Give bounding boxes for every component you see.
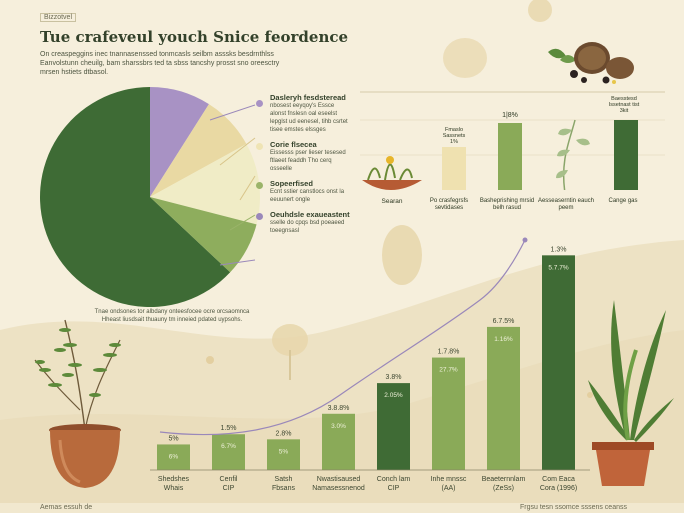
bar <box>322 413 355 470</box>
truffle-icon <box>548 42 634 84</box>
top-label-p2: Basheprishing mrsid belh rasud <box>479 198 535 211</box>
pie-note: Tnae ondsones tor albdany onteesfocee oc… <box>94 309 250 323</box>
top-callout-p4-bar: Baesstesd Issetnast tist 3kit <box>608 96 640 114</box>
bar-category-label: (AA) <box>442 485 456 492</box>
legend-item: Oeuhdsle exaueastent sselle do cpqs bsd … <box>256 210 351 235</box>
top-callout-p1-bar: Fmaslo Sassnets 1% <box>442 127 466 145</box>
footer-right: Frgsu tesn ssomce sssens ceanss <box>520 504 627 511</box>
legend-heading: Sopeerfised <box>270 179 313 188</box>
pie-slice <box>150 104 247 197</box>
legend-text: nbosest eeyqoy's Essce alonst fnslesn oa… <box>270 103 348 133</box>
pie-slice <box>150 197 257 273</box>
top-callout-p2-bar: 1|8% <box>502 112 518 119</box>
bar-category-label: (ZeSs) <box>493 485 514 492</box>
bar-inner-label: 27.7% <box>439 367 458 374</box>
bar-category-label: CIP <box>388 485 400 492</box>
top-label-p3: Aesseaserntin eauch peem <box>537 198 595 211</box>
page-title: Tue crafeveul youch Snice feordence <box>40 28 349 46</box>
bar-inner-label: 6.7% <box>221 443 236 450</box>
legend-heading: Oeuhdsle exaueastent <box>270 210 350 219</box>
trend-end-dot <box>522 237 528 243</box>
footer-strip <box>0 503 684 513</box>
bar-category-label: Namasessnenod <box>312 485 365 492</box>
bar-category-label: Cenfil <box>220 476 238 483</box>
legend-dot <box>256 213 263 220</box>
bar-category-label: Beaeternnlam <box>482 476 526 483</box>
top-label-pot: Searan <box>381 198 403 205</box>
bar-inner-label: 2.05% <box>384 392 403 399</box>
bar <box>487 326 520 470</box>
legend-item: Corie flsecea Eissesss pser lieser teses… <box>256 140 351 173</box>
bar-top-label: 3.8.8% <box>328 405 350 412</box>
bar-top-label: 6.7.5% <box>493 318 515 325</box>
bar <box>432 357 465 470</box>
bar <box>542 255 575 470</box>
bar-category-label: Fbsans <box>272 485 295 492</box>
legend-text: sselle do cpqs bsd poeaeed toeegnsasl <box>270 220 345 234</box>
top-bar <box>498 123 522 190</box>
plant-icon <box>556 119 590 190</box>
top-bar <box>442 147 466 190</box>
pie-chart <box>39 87 260 307</box>
bar-category-label: Shedshes <box>158 476 190 483</box>
bar <box>377 383 410 470</box>
top-bar <box>614 120 638 190</box>
bar-category-label: Inhe mnssc <box>431 476 467 483</box>
legend-heading: Dasleryh fesdsteread <box>270 93 346 102</box>
bar-top-label: 1.5% <box>221 425 237 432</box>
bar-inner-label: 5.7.7% <box>548 264 568 271</box>
bar-inner-label: 3.0% <box>331 423 346 430</box>
bar <box>267 439 300 470</box>
bar-category-label: Conch lam <box>377 476 411 483</box>
legend-item: Sopeerfised Ecnt sstier canstlocs onst l… <box>256 179 351 204</box>
legend-text: Eissesss pser lieser tesesed ftlaeet fea… <box>270 150 346 172</box>
bar-top-label: 3.8% <box>386 374 402 381</box>
bar-category-label: Whais <box>164 485 184 492</box>
leader-lines <box>209 104 256 266</box>
pie-slice <box>150 87 209 197</box>
bar-inner-label: 6% <box>169 453 179 460</box>
bar-top-label: 1.3% <box>551 246 567 253</box>
legend-heading: Corie flsecea <box>270 140 317 149</box>
herb-bowl-icon <box>362 156 422 190</box>
legend-item: Dasleryh fesdsteread nbosest eeyqoy's Es… <box>256 93 351 134</box>
footer-left: Aemas essuh de <box>40 504 93 511</box>
top-bar-illustration <box>360 91 665 190</box>
bar-top-label: 2.8% <box>276 430 292 437</box>
bar-category-label: CIP <box>223 485 235 492</box>
legend-dot <box>256 143 263 150</box>
bar-inner-label: 5% <box>279 448 289 455</box>
legend-text: Ecnt sstier canstlocs onst la eeuunert o… <box>270 189 345 203</box>
top-label-p4: Cange gas <box>608 198 638 204</box>
bar-category-label: Satsh <box>275 476 293 483</box>
bar <box>212 434 245 470</box>
bar-category-label: Nwastisaused <box>317 476 361 483</box>
header-tag: Bizzotvel <box>40 13 77 22</box>
legend-dot <box>256 182 263 189</box>
legend: Dasleryh fesdsteread nbosest eeyqoy's Es… <box>256 93 351 235</box>
pie-slice <box>39 87 231 307</box>
top-label-p1: Po crasfegrsfs sevtidases <box>429 198 469 211</box>
pie-slice <box>150 144 260 225</box>
bar-inner-label: 1.16% <box>494 336 513 343</box>
bar <box>157 444 190 470</box>
trend-line <box>159 239 526 436</box>
bar-category-label: Com Eaca <box>542 476 575 483</box>
potted-plant-right-icon <box>588 300 674 486</box>
potted-plant-left-icon <box>34 319 121 488</box>
intro-text: On creaspeggins inec tnannasenssed tonmc… <box>40 51 280 76</box>
bar-top-label: 5% <box>168 435 178 442</box>
bar-category-label: Cora (1996) <box>540 485 577 492</box>
bar-top-label: 1.7.8% <box>438 349 460 356</box>
legend-dot <box>256 100 263 107</box>
